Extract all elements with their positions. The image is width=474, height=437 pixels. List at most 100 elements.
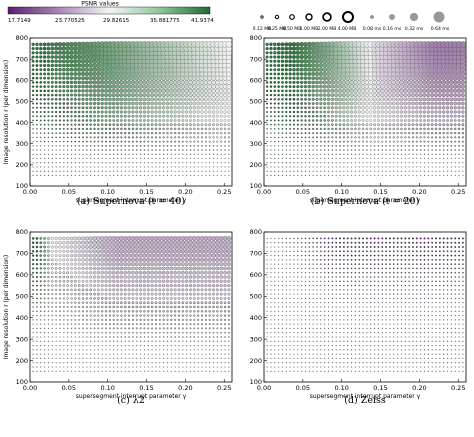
data-point [163, 366, 165, 368]
data-point [192, 275, 197, 279]
panel-0: 0.00 0.05 0.10 0.15 0.20 0.251002003004005006… [3, 34, 233, 207]
data-point [74, 353, 76, 355]
data-point [339, 149, 341, 151]
data-point [396, 131, 399, 135]
data-point [32, 132, 34, 134]
data-point [138, 257, 143, 262]
data-point [54, 254, 58, 257]
x-axis-label: supersegment interrupt parameter γ [310, 197, 421, 204]
data-point [135, 275, 139, 279]
data-point [47, 241, 50, 245]
data-point [331, 170, 333, 172]
data-point [151, 344, 153, 347]
data-point [223, 119, 227, 122]
data-point [177, 106, 181, 110]
data-point [128, 162, 130, 164]
data-point [177, 292, 181, 296]
data-point [293, 140, 295, 143]
data-point [181, 318, 184, 321]
data-point [385, 157, 387, 160]
data-point [108, 284, 112, 288]
data-point [364, 93, 369, 98]
data-point [66, 115, 69, 118]
x-tick-label: 0.10 [100, 188, 114, 196]
data-point [89, 97, 93, 101]
data-point [385, 136, 388, 139]
data-point [324, 174, 326, 177]
data-point [341, 93, 346, 98]
data-point [146, 257, 151, 262]
data-point [67, 349, 69, 351]
data-point [101, 353, 103, 355]
data-point [70, 275, 73, 279]
data-point [205, 144, 207, 147]
data-point [40, 366, 42, 368]
data-point [70, 157, 73, 160]
data-point [308, 153, 310, 155]
data-point [162, 153, 165, 155]
data-point [104, 275, 108, 279]
data-point [136, 153, 138, 155]
data-point [331, 132, 334, 135]
data-point [365, 110, 369, 114]
data-point [81, 127, 85, 130]
data-point [216, 123, 219, 127]
data-point [396, 127, 399, 131]
data-point [142, 84, 147, 89]
data-point [154, 127, 158, 131]
data-point [51, 275, 54, 279]
data-point [273, 68, 277, 72]
data-point [127, 123, 131, 127]
data-point [120, 336, 123, 338]
data-point [174, 336, 176, 338]
data-point [193, 357, 195, 360]
x-tick-label: 0.05 [296, 188, 310, 196]
data-point [192, 114, 196, 118]
data-point [457, 97, 461, 102]
data-point [320, 157, 322, 160]
data-point [63, 140, 65, 143]
data-point [215, 249, 220, 254]
data-point [354, 119, 357, 122]
data-point [101, 305, 104, 309]
data-point [204, 136, 207, 139]
data-point [211, 253, 216, 258]
data-point [219, 119, 223, 122]
data-point [135, 140, 138, 143]
data-point [350, 149, 353, 151]
data-point [108, 301, 112, 305]
data-point [93, 157, 96, 160]
data-point [158, 131, 161, 135]
data-point [449, 93, 454, 98]
data-point [92, 80, 97, 85]
data-point [220, 174, 222, 177]
axis-ticks: 0.00 0.05 0.10 0.15 0.20 0.251002003004005006… [16, 34, 232, 196]
data-point [269, 93, 273, 97]
data-point [209, 157, 211, 160]
data-point [220, 327, 223, 330]
data-point [77, 262, 81, 266]
data-point [458, 149, 460, 151]
data-point [301, 170, 303, 172]
data-point [292, 115, 296, 118]
data-point [289, 136, 291, 139]
data-point [58, 258, 62, 262]
data-point [173, 257, 178, 262]
data-point [389, 170, 391, 172]
data-point [163, 170, 165, 172]
data-point [196, 84, 201, 89]
data-point [55, 319, 57, 321]
data-point [219, 301, 223, 305]
data-point [227, 110, 231, 114]
data-point [105, 331, 107, 334]
data-point [159, 153, 161, 155]
data-point [163, 344, 165, 347]
data-point [89, 323, 92, 326]
data-point [326, 97, 331, 102]
data-point [58, 67, 62, 72]
data-point [74, 314, 77, 317]
data-point [93, 174, 96, 177]
data-point [304, 119, 307, 122]
data-point [74, 157, 76, 160]
data-point [224, 353, 226, 355]
